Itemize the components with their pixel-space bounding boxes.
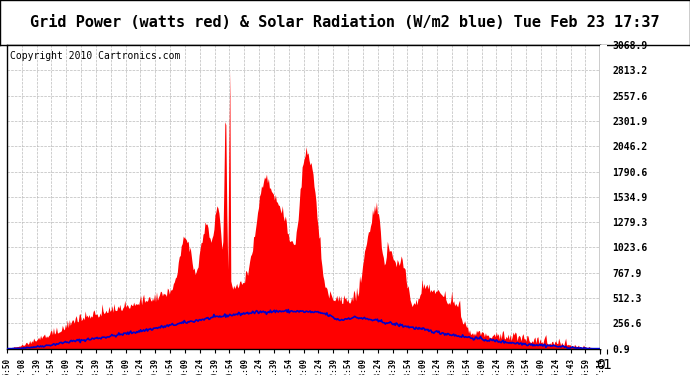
Text: Grid Power (watts red) & Solar Radiation (W/m2 blue) Tue Feb 23 17:37: Grid Power (watts red) & Solar Radiation… [30, 15, 660, 30]
Text: Copyright 2010 Cartronics.com: Copyright 2010 Cartronics.com [10, 51, 180, 61]
